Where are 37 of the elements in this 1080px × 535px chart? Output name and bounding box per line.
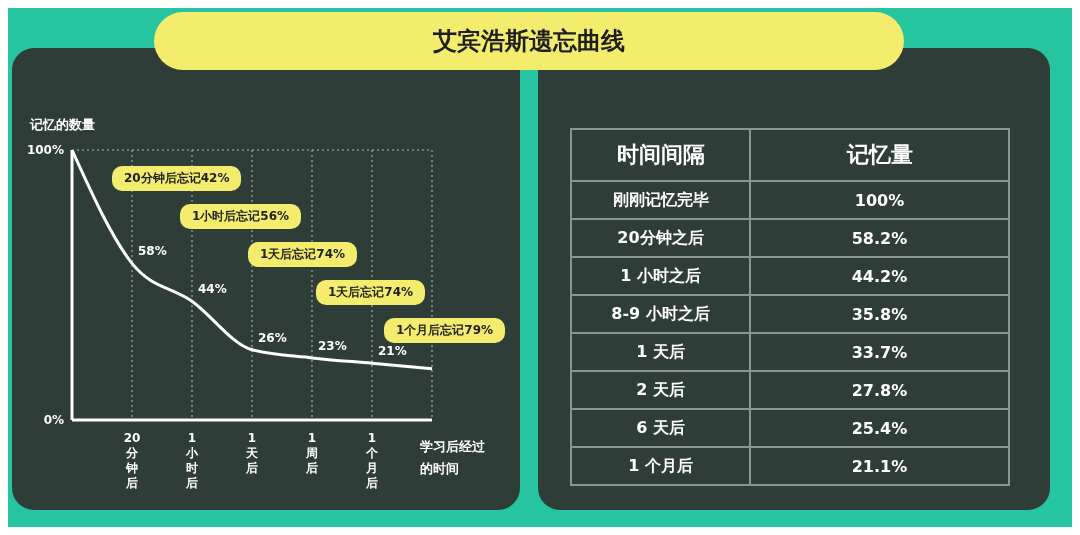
data-label: 26% (258, 330, 287, 345)
annotation: 1个月后忘记79% (384, 318, 506, 343)
category-label: 20分钟之后 (571, 219, 750, 257)
y-tick-label: 0% (43, 413, 64, 428)
category-label: 1 个月后 (571, 447, 750, 485)
annotation: 20分钟后忘记42% (112, 166, 242, 191)
category-label: 2 天后 (571, 371, 750, 409)
category-label: 1 小时之后 (571, 257, 750, 295)
category-label: 6 天后 (571, 409, 750, 447)
x-tick-label: 1天后 (245, 431, 259, 475)
text: 27.8% (851, 380, 908, 400)
x-axis-title: 学习后经过的时间 (420, 438, 486, 478)
x-tick-label: 1小时后 (185, 431, 199, 490)
annotation: 1小时后忘记56% (180, 204, 302, 229)
text: 时间间隔 (571, 129, 750, 181)
annotation: 1天后忘记74% (248, 242, 358, 267)
data-label: 21% (378, 344, 407, 359)
data-label: 58% (138, 244, 167, 259)
x-tick-label: 1个月后 (365, 431, 379, 490)
text: 33.7% (851, 342, 908, 362)
data-label: 44% (198, 282, 227, 297)
x-tick-label: 20分钟后 (123, 431, 141, 490)
text: 58.2% (851, 228, 908, 248)
category-label: 1 天后 (571, 333, 750, 371)
category-label: 8-9 小时之后 (571, 295, 750, 333)
text: 记忆量 (750, 129, 1009, 181)
text: 21.1% (851, 456, 908, 476)
text: 35.8% (851, 304, 908, 324)
text: 44.2% (851, 266, 908, 286)
data-label: 23% (318, 338, 347, 353)
category-label: 刚刚记忆完毕 (571, 181, 750, 219)
text: 100% (854, 190, 905, 210)
y-axis-title: 记忆的数量 (30, 116, 95, 134)
x-tick-label: 1周后 (305, 431, 318, 475)
text: 艾宾浩斯遗忘曲线 (154, 12, 904, 70)
annotation: 1天后忘记74% (316, 280, 426, 305)
text: 25.4% (851, 418, 908, 438)
